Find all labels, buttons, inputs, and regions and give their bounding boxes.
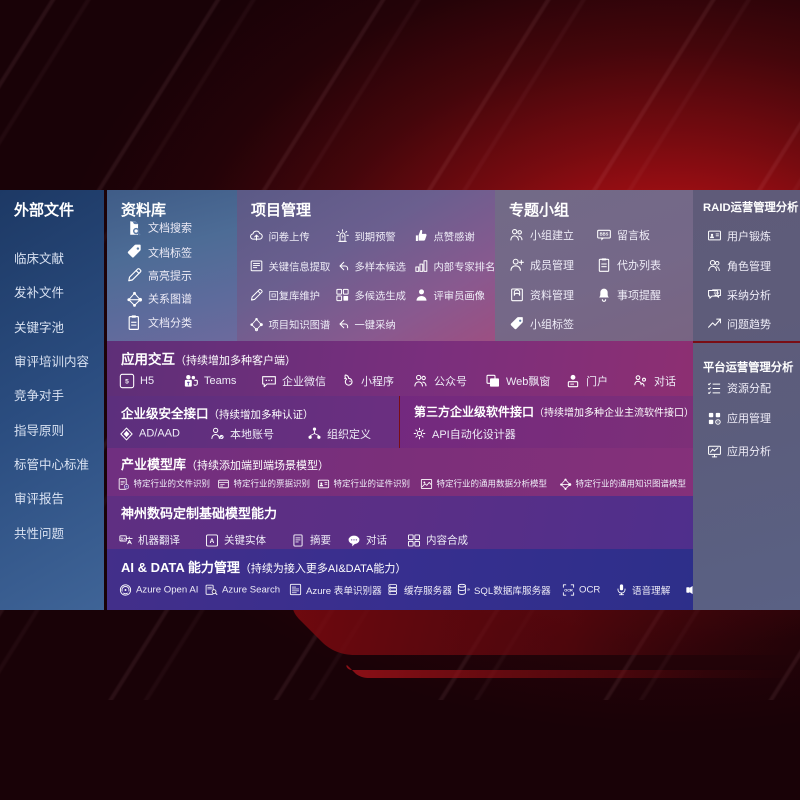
svg-text:OCR: OCR [564, 588, 573, 592]
svg-text:SQL: SQL [467, 588, 470, 592]
svg-text:A: A [210, 538, 215, 545]
svg-text:BBS: BBS [600, 232, 609, 237]
svg-text:文A: 文A [120, 535, 126, 540]
svg-text:QA: QA [714, 291, 720, 295]
svg-text:5: 5 [125, 378, 129, 385]
